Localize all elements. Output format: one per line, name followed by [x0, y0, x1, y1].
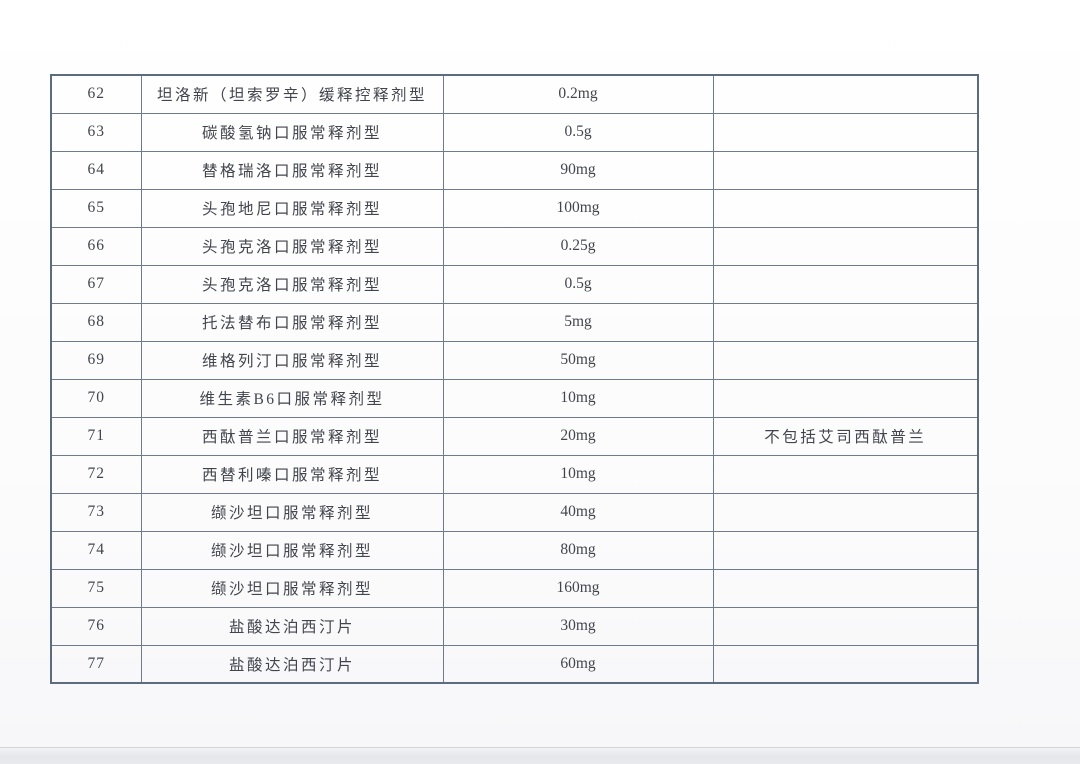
- cell-name: 碳酸氢钠口服常释剂型: [140, 112, 444, 152]
- cell-dosage: 0.25g: [442, 226, 714, 266]
- table-row: 72 西替利嗪口服常释剂型 10mg: [50, 454, 979, 494]
- cell-name: 头孢克洛口服常释剂型: [140, 226, 444, 266]
- cell-dosage: 20mg: [442, 416, 714, 456]
- table-row: 69 维格列汀口服常释剂型 50mg: [50, 340, 979, 380]
- drug-table: 62 坦洛新（坦索罗辛）缓释控释剂型 0.2mg 63 碳酸氢钠口服常释剂型 0.5g 64…: [50, 74, 979, 684]
- cell-remark: [712, 188, 979, 228]
- cell-index: 63: [50, 112, 142, 152]
- cell-dosage: 0.5g: [442, 112, 714, 152]
- table-row: 74 缬沙坦口服常释剂型 80mg: [50, 530, 979, 570]
- table-row: 65 头孢地尼口服常释剂型 100mg: [50, 188, 979, 228]
- cell-index: 69: [50, 340, 142, 380]
- cell-remark: [712, 492, 979, 532]
- cell-remark: [712, 568, 979, 608]
- cell-name: 盐酸达泊西汀片: [140, 606, 444, 646]
- table-row: 66 头孢克洛口服常释剂型 0.25g: [50, 226, 979, 266]
- cell-name: 头孢克洛口服常释剂型: [140, 264, 444, 304]
- cell-name: 头孢地尼口服常释剂型: [140, 188, 444, 228]
- table-row: 71 西酞普兰口服常释剂型 20mg 不包括艾司西酞普兰: [50, 416, 979, 456]
- cell-index: 71: [50, 416, 142, 456]
- cell-name: 坦洛新（坦索罗辛）缓释控释剂型: [140, 74, 444, 114]
- cell-remark: 不包括艾司西酞普兰: [712, 416, 979, 456]
- table-row: 62 坦洛新（坦索罗辛）缓释控释剂型 0.2mg: [50, 74, 979, 114]
- cell-index: 73: [50, 492, 142, 532]
- cell-remark: [712, 378, 979, 418]
- cell-remark: [712, 644, 979, 684]
- cell-name: 托法替布口服常释剂型: [140, 302, 444, 342]
- cell-index: 67: [50, 264, 142, 304]
- cell-name: 缬沙坦口服常释剂型: [140, 492, 444, 532]
- page-edge-shadow: [0, 747, 1080, 764]
- cell-remark: [712, 302, 979, 342]
- cell-name: 维格列汀口服常释剂型: [140, 340, 444, 380]
- table-row: 76 盐酸达泊西汀片 30mg: [50, 606, 979, 646]
- cell-name: 缬沙坦口服常释剂型: [140, 568, 444, 608]
- cell-index: 72: [50, 454, 142, 494]
- cell-dosage: 40mg: [442, 492, 714, 532]
- drug-table-body: 62 坦洛新（坦索罗辛）缓释控释剂型 0.2mg 63 碳酸氢钠口服常释剂型 0.5g 64…: [50, 74, 979, 684]
- cell-remark: [712, 112, 979, 152]
- cell-index: 70: [50, 378, 142, 418]
- cell-dosage: 60mg: [442, 644, 714, 684]
- cell-name: 缬沙坦口服常释剂型: [140, 530, 444, 570]
- cell-dosage: 0.2mg: [442, 74, 714, 114]
- cell-remark: [712, 74, 979, 114]
- cell-index: 77: [50, 644, 142, 684]
- cell-remark: [712, 530, 979, 570]
- cell-name: 替格瑞洛口服常释剂型: [140, 150, 444, 190]
- cell-remark: [712, 150, 979, 190]
- cell-remark: [712, 606, 979, 646]
- cell-name: 西酞普兰口服常释剂型: [140, 416, 444, 456]
- cell-name: 西替利嗪口服常释剂型: [140, 454, 444, 494]
- cell-dosage: 0.5g: [442, 264, 714, 304]
- cell-index: 76: [50, 606, 142, 646]
- cell-dosage: 50mg: [442, 340, 714, 380]
- cell-remark: [712, 226, 979, 266]
- cell-name: 盐酸达泊西汀片: [140, 644, 444, 684]
- cell-dosage: 160mg: [442, 568, 714, 608]
- cell-index: 74: [50, 530, 142, 570]
- table-row: 64 替格瑞洛口服常释剂型 90mg: [50, 150, 979, 190]
- table-row: 75 缬沙坦口服常释剂型 160mg: [50, 568, 979, 608]
- table-row: 73 缬沙坦口服常释剂型 40mg: [50, 492, 979, 532]
- cell-index: 64: [50, 150, 142, 190]
- cell-dosage: 100mg: [442, 188, 714, 228]
- cell-index: 66: [50, 226, 142, 266]
- table-row: 77 盐酸达泊西汀片 60mg: [50, 644, 979, 684]
- cell-remark: [712, 340, 979, 380]
- table-row: 68 托法替布口服常释剂型 5mg: [50, 302, 979, 342]
- cell-dosage: 80mg: [442, 530, 714, 570]
- cell-remark: [712, 264, 979, 304]
- cell-index: 62: [50, 74, 142, 114]
- cell-dosage: 10mg: [442, 378, 714, 418]
- cell-dosage: 30mg: [442, 606, 714, 646]
- cell-dosage: 90mg: [442, 150, 714, 190]
- cell-dosage: 5mg: [442, 302, 714, 342]
- cell-index: 65: [50, 188, 142, 228]
- table-row: 70 维生素B6口服常释剂型 10mg: [50, 378, 979, 418]
- cell-name: 维生素B6口服常释剂型: [140, 378, 444, 418]
- table-row: 63 碳酸氢钠口服常释剂型 0.5g: [50, 112, 979, 152]
- cell-remark: [712, 454, 979, 494]
- cell-index: 68: [50, 302, 142, 342]
- cell-dosage: 10mg: [442, 454, 714, 494]
- cell-index: 75: [50, 568, 142, 608]
- table-row: 67 头孢克洛口服常释剂型 0.5g: [50, 264, 979, 304]
